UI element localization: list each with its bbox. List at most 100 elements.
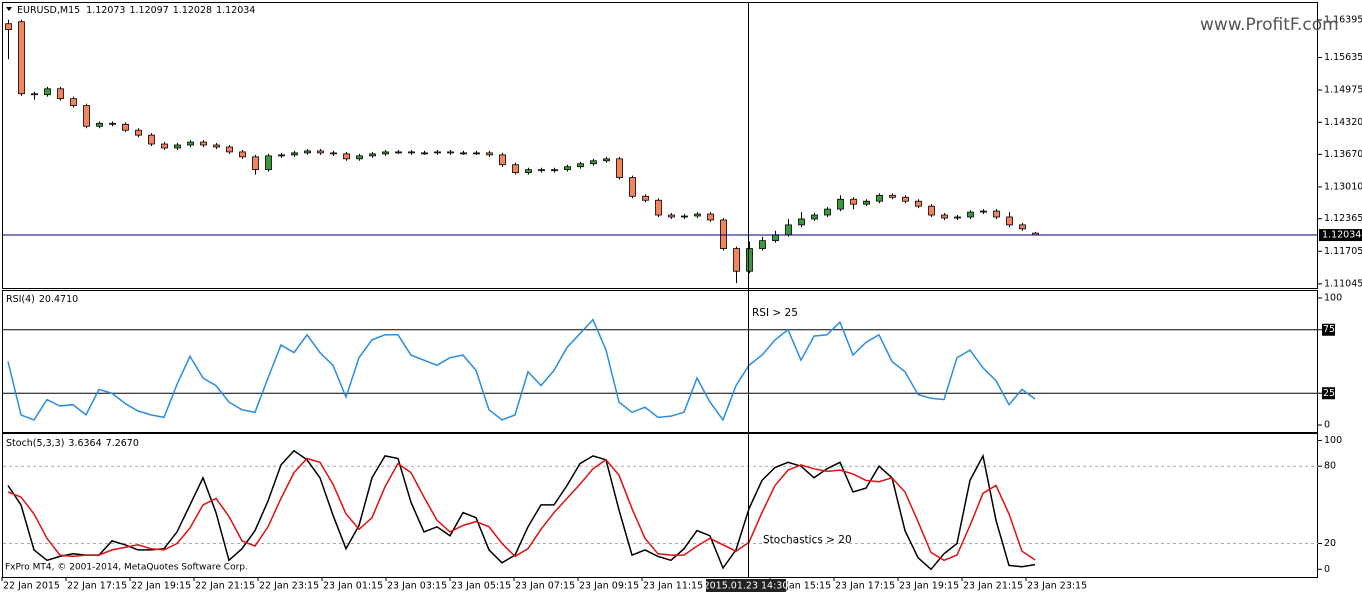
candle-body — [1006, 216, 1013, 226]
candle-body — [876, 194, 883, 202]
time-label: 23 Jan 03:15 — [387, 581, 447, 592]
level-label-box — [1322, 387, 1335, 400]
stoch-pane — [2, 433, 1318, 578]
candle-body — [993, 210, 1000, 218]
candle-body — [226, 146, 233, 153]
candle-body — [174, 144, 181, 149]
time-label: 22 Jan 19:15 — [131, 581, 191, 592]
main-header: EURUSD,M15 1.12073 1.12097 1.12028 1.12034 — [17, 5, 255, 16]
candle-body — [161, 143, 168, 149]
candle-body — [941, 214, 948, 219]
candle-body — [70, 98, 77, 106]
footer: FxPro MT4, © 2001-2014, MetaQuotes Softw… — [5, 563, 248, 573]
y-tick-label: 1.15635 — [1324, 52, 1362, 63]
candle-body — [525, 169, 532, 174]
y-tick-label: 0 — [1324, 420, 1330, 431]
candle-body — [18, 21, 25, 95]
time-label: 23 Jan 09:15 — [579, 581, 639, 592]
y-tick-label: 25 — [1323, 388, 1335, 399]
candle-body — [408, 151, 415, 154]
time-label: 23 Jan 23:15 — [1027, 581, 1087, 592]
time-label: 22 Jan 23:15 — [259, 581, 319, 592]
time-label: 23 Jan 01:15 — [323, 581, 383, 592]
candle-body — [590, 160, 597, 165]
candle-body — [811, 214, 818, 220]
rsi-annotation: RSI > 25 — [752, 307, 798, 319]
level-label-box — [1322, 323, 1335, 336]
candle-body — [304, 150, 311, 154]
candle-body — [291, 152, 298, 156]
candle-body — [629, 177, 636, 197]
stoch-title: Stoch(5,3,3) — [6, 438, 64, 449]
price-label-box — [1319, 229, 1362, 242]
candle-body — [57, 88, 64, 100]
y-tick-label: 100 — [1324, 435, 1342, 446]
y-tick-label: 1.13010 — [1324, 181, 1362, 192]
candle-body — [83, 105, 90, 127]
candle-body — [187, 141, 194, 146]
candle-body — [733, 248, 740, 272]
rsi-header: RSI(4) 20.4710 — [6, 294, 78, 305]
time-label: 23 Jan 15:15 — [771, 581, 831, 592]
candle-body — [915, 200, 922, 207]
y-tick-label: 1.14975 — [1324, 85, 1362, 96]
candle-body — [122, 123, 129, 131]
candle-body — [96, 122, 103, 127]
candle-body — [512, 164, 519, 174]
symbol-label: EURUSD,M15 — [17, 5, 80, 16]
candle-body — [395, 151, 402, 154]
candle-body — [564, 166, 571, 171]
candle-body — [239, 151, 246, 158]
y-tick-label: 1.16395 — [1324, 15, 1362, 26]
candle-body — [668, 214, 675, 218]
candle-body — [434, 151, 441, 154]
candle-body — [603, 158, 610, 162]
candle-body — [135, 129, 142, 136]
y-tick-label: 1.11705 — [1324, 246, 1362, 257]
low-value: 1.12028 — [173, 5, 212, 16]
candle-body — [330, 152, 337, 155]
y-tick-label: 1.14320 — [1324, 117, 1362, 128]
time-label: 23 Jan 05:15 — [451, 581, 511, 592]
y-tick-label: 1.13670 — [1324, 149, 1362, 160]
close-value: 1.12034 — [216, 5, 255, 16]
candle-body — [772, 234, 779, 242]
watermark: www.ProfitF.com — [1200, 15, 1339, 35]
candle-body — [213, 144, 220, 148]
candle-body — [850, 198, 857, 205]
candle-body — [707, 213, 714, 221]
candle-body — [746, 248, 753, 272]
time-label: 22 Jan 17:15 — [67, 581, 127, 592]
candle-body — [499, 154, 506, 166]
candle-body — [1019, 224, 1026, 230]
candle-body — [317, 150, 324, 154]
candle-body — [954, 216, 961, 219]
candle-body — [473, 152, 480, 155]
indicator-line — [7, 449, 1036, 571]
candle-body — [837, 198, 844, 210]
candle-body — [655, 199, 662, 216]
y-tick-label: 20 — [1324, 538, 1336, 549]
candle-body — [265, 155, 272, 171]
high-value: 1.12097 — [129, 5, 168, 16]
candle-body — [824, 208, 831, 216]
time-label: 23 Jan 11:15 — [643, 581, 703, 592]
candle-body — [252, 156, 259, 171]
candle-body — [967, 211, 974, 218]
candle-body — [109, 122, 116, 125]
candle-body — [889, 194, 896, 198]
candle-body — [980, 210, 987, 213]
candle-body — [356, 155, 363, 160]
candle-body — [694, 213, 701, 217]
candle-body — [720, 219, 727, 249]
indicator-line — [7, 457, 1036, 562]
y-tick-label: 75 — [1323, 324, 1335, 335]
candle-body — [863, 200, 870, 205]
time-label: 22 Jan 2015 — [3, 581, 60, 592]
candle-body — [577, 163, 584, 168]
candle-body — [5, 23, 12, 31]
y-tick-label: 100 — [1324, 292, 1342, 303]
y-tick-label: 80 — [1324, 461, 1336, 472]
candle-body — [486, 152, 493, 156]
